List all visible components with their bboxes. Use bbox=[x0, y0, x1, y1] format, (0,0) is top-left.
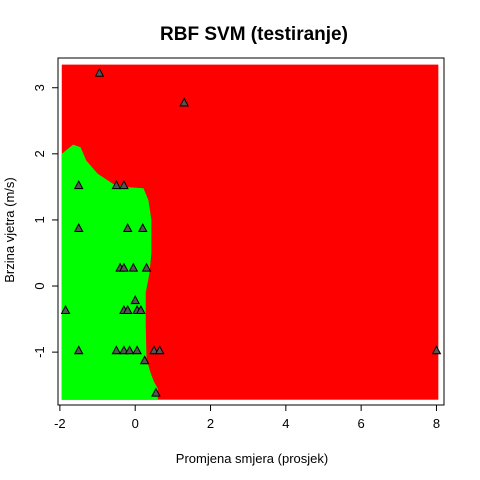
data-points bbox=[60, 67, 442, 397]
data-point bbox=[431, 345, 442, 355]
data-point bbox=[119, 180, 129, 190]
y-tick-label: 0 bbox=[32, 282, 47, 289]
data-point bbox=[141, 262, 152, 272]
y-tick-label: 3 bbox=[32, 84, 47, 91]
data-point bbox=[73, 180, 84, 190]
data-point bbox=[132, 345, 142, 355]
data-point bbox=[149, 345, 159, 355]
data-point bbox=[73, 222, 84, 233]
data-point bbox=[137, 222, 148, 233]
decision-regions bbox=[61, 64, 439, 400]
data-point bbox=[154, 345, 165, 355]
data-point bbox=[179, 97, 189, 107]
data-point bbox=[111, 180, 122, 190]
x-tick-label: 0 bbox=[132, 416, 139, 431]
x-tick-label: -2 bbox=[54, 416, 66, 431]
y-tick-label: 2 bbox=[32, 150, 47, 157]
data-point bbox=[139, 355, 150, 365]
y-tick-label: 1 bbox=[32, 216, 47, 223]
data-point bbox=[119, 262, 129, 272]
y-axis: -1 0 1 2 3 bbox=[32, 84, 59, 358]
data-point bbox=[60, 304, 71, 314]
y-tick-label: -1 bbox=[32, 346, 47, 358]
data-point bbox=[122, 304, 133, 314]
data-point bbox=[124, 345, 135, 355]
data-point bbox=[73, 345, 84, 355]
data-point bbox=[111, 345, 122, 355]
x-tick-label: 4 bbox=[282, 416, 289, 431]
data-point bbox=[151, 387, 161, 397]
x-axis: -2 0 2 4 6 8 bbox=[54, 404, 440, 431]
chart-title: RBF SVM (testiranje) bbox=[160, 24, 348, 45]
x-tick-label: 2 bbox=[207, 416, 214, 431]
data-point bbox=[119, 345, 129, 355]
region-class-a bbox=[61, 144, 158, 400]
x-tick-label: 6 bbox=[358, 416, 365, 431]
data-point bbox=[136, 304, 146, 314]
data-point bbox=[122, 222, 133, 233]
data-point bbox=[94, 67, 105, 77]
y-axis-label: Brzina vjetra (m/s) bbox=[2, 177, 17, 282]
x-tick-label: 8 bbox=[433, 416, 440, 431]
x-axis-label: Promjena smjera (prosjek) bbox=[176, 451, 328, 466]
data-point bbox=[130, 295, 141, 305]
data-point bbox=[128, 262, 139, 272]
